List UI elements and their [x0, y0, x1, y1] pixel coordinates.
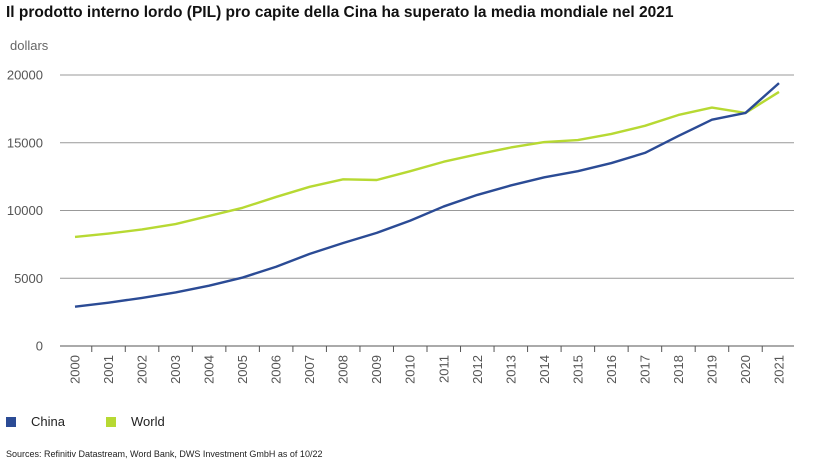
legend-swatch-china: [6, 416, 16, 427]
x-tick-label: 2019: [704, 355, 719, 384]
x-tick-label: 2017: [637, 355, 652, 384]
x-tick-label: 2002: [135, 355, 150, 384]
x-tick-label: 2003: [168, 355, 183, 384]
series-layer: [74, 82, 780, 308]
x-tick-label: 2005: [235, 355, 250, 384]
x-tick-label: 2007: [302, 355, 317, 384]
x-tick-label: 2000: [68, 355, 83, 384]
legend-label-china: China: [31, 414, 65, 429]
x-tick-label: 2015: [570, 355, 585, 384]
legend: China World: [0, 414, 839, 434]
y-tick-labels: 0 5000 10000 15000 20000: [7, 68, 43, 354]
grid-layer: [60, 74, 794, 352]
x-tick-labels: 2000 2001 2002 2003 2004 2005 2006 2007 2008 2009…: [68, 355, 787, 384]
y-axis-unit-label: dollars: [10, 38, 49, 53]
legend-item-china: China: [6, 414, 65, 429]
x-tick-label: 2009: [369, 355, 384, 384]
y-tick-label: 10000: [7, 203, 43, 218]
x-tick-label: 2016: [604, 355, 619, 384]
x-tick-label: 2013: [503, 355, 518, 384]
x-tick-label: 2004: [202, 355, 217, 384]
x-tick-label: 2011: [436, 355, 451, 383]
x-tick-label: 2001: [101, 355, 116, 384]
source-note: Sources: Refinitiv Datastream, Word Bank…: [6, 449, 323, 459]
series-line-world: [74, 90, 780, 239]
x-tick-label: 2012: [470, 355, 485, 384]
x-tick-label: 2021: [772, 355, 787, 384]
y-tick-label: 15000: [7, 135, 43, 150]
legend-swatch-world: [106, 416, 116, 427]
chart-title: Il prodotto interno lordo (PIL) pro capi…: [6, 4, 674, 21]
legend-label-world: World: [131, 414, 165, 429]
series-line-china: [74, 82, 780, 308]
x-tick-label: 2020: [738, 355, 753, 384]
x-tick-label: 2018: [671, 355, 686, 384]
x-tick-label: 2014: [537, 355, 552, 384]
y-tick-label: 0: [36, 339, 43, 354]
x-tick-label: 2008: [336, 355, 351, 384]
y-tick-label: 20000: [7, 68, 43, 83]
x-tick-label: 2010: [403, 355, 418, 384]
x-tick-label: 2006: [269, 355, 284, 384]
legend-item-world: World: [106, 414, 165, 429]
y-tick-label: 5000: [14, 271, 43, 286]
